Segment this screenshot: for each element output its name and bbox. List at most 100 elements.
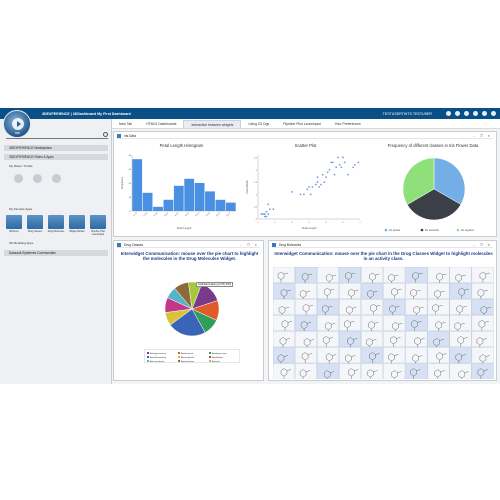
scatter-point bbox=[342, 156, 344, 159]
panel-title: Iris Data bbox=[124, 133, 136, 138]
iris-pie-chart: Iris setosa Iris versicolor Iris virginica bbox=[384, 157, 474, 232]
molecule-structure bbox=[432, 303, 443, 315]
molecule-structure bbox=[348, 368, 359, 379]
molecule-structure bbox=[458, 370, 469, 379]
molecule-cell bbox=[294, 267, 317, 283]
app-tile-drug-classes[interactable] bbox=[27, 215, 43, 229]
molecule-cell bbox=[383, 363, 406, 379]
role-avatar[interactable] bbox=[52, 174, 61, 183]
scatter-point bbox=[303, 193, 305, 196]
scatter-point bbox=[326, 171, 329, 174]
y-tick-label: 0 bbox=[130, 211, 132, 213]
sidebar-section-3d-modeling[interactable]: 3D Modeling Apps bbox=[9, 241, 34, 245]
molecule-cell bbox=[294, 315, 317, 331]
tab-interactive-between-widgets[interactable]: Interactive between widgets bbox=[183, 120, 242, 128]
scatter-point bbox=[343, 161, 346, 164]
drug-classes-panel: Drug Classes – ❐ ✕ Interwidget Communica… bbox=[113, 240, 264, 381]
search-icon[interactable] bbox=[103, 132, 108, 137]
role-avatar[interactable] bbox=[14, 174, 23, 183]
share-icon[interactable] bbox=[455, 111, 460, 116]
molecule-structure bbox=[390, 336, 401, 347]
molecule-structure bbox=[458, 287, 469, 299]
app-label: Widget Builder bbox=[69, 230, 85, 233]
scatter-point bbox=[328, 168, 331, 171]
tab-using-d3[interactable]: Using D3 Dgs bbox=[248, 122, 270, 126]
app-tile-widget-builder[interactable] bbox=[69, 215, 85, 229]
role-avatar[interactable] bbox=[33, 174, 42, 183]
molecule-structure bbox=[301, 352, 313, 363]
molecule-structure bbox=[323, 336, 334, 347]
panel-controls[interactable]: – ❐ ✕ bbox=[240, 243, 259, 247]
molecule-cell bbox=[317, 331, 339, 348]
legend-label: Anticonvulsant bbox=[150, 360, 165, 363]
drug-molecules-instruction: Interwidget Communication: mouse over th… bbox=[274, 251, 493, 262]
app-title: 3DEXPERIENCE | 3DDashboard My First Dash… bbox=[42, 111, 131, 116]
sidebar-section-roles-apps[interactable]: 3DEXPERIENCE Roles & Apps bbox=[4, 154, 108, 160]
apps-icon[interactable] bbox=[464, 111, 469, 116]
molecule-cell bbox=[471, 347, 494, 364]
search-input[interactable] bbox=[6, 132, 108, 139]
molecule-structure bbox=[302, 303, 314, 315]
panel-controls[interactable]: – ❐ ✕ bbox=[473, 243, 492, 247]
scatter-point bbox=[338, 163, 341, 166]
app-tile-drug-molecules[interactable] bbox=[48, 215, 64, 229]
app-label: 3DSwym bbox=[9, 230, 19, 233]
legend-swatch bbox=[178, 352, 180, 354]
legend-label: Iris virginica bbox=[461, 229, 474, 232]
tab-pipeline-pilot[interactable]: Pipeline Pilot Launchpad bbox=[283, 122, 321, 126]
molecule-cell bbox=[339, 363, 361, 379]
molecule-structure bbox=[479, 271, 490, 283]
pie-slice bbox=[169, 308, 206, 337]
panel-controls[interactable]: – ❐ ✕ bbox=[473, 134, 492, 138]
tab-new[interactable]: New Tab bbox=[119, 122, 133, 126]
scatter-point bbox=[269, 208, 271, 211]
tab-preferences[interactable]: Your Preferences bbox=[334, 122, 361, 126]
home-icon[interactable] bbox=[491, 111, 496, 116]
app-window: 3DEXPERIENCE | 3DDashboard My First Dash… bbox=[0, 108, 500, 384]
legend-label: Iris setosa bbox=[389, 229, 401, 232]
molecule-structure bbox=[457, 336, 468, 347]
scatter-point bbox=[299, 193, 302, 196]
panel-header: Drug Molecules bbox=[272, 242, 493, 248]
scatter-point bbox=[260, 213, 263, 215]
x-tick-label: 1.5-2 bbox=[143, 212, 148, 217]
molecule-cell bbox=[273, 267, 295, 283]
app-tile-pipeline-pilot[interactable] bbox=[90, 215, 106, 229]
molecule-structure bbox=[477, 368, 488, 379]
legend-label: Antiinflammatory bbox=[150, 356, 167, 359]
profile-label[interactable]: My Roles / Profile bbox=[9, 164, 33, 168]
notification-icon[interactable] bbox=[482, 111, 487, 116]
legend-label: Antineoplastic bbox=[181, 356, 196, 359]
molecule-cell bbox=[427, 363, 450, 379]
scatter-point bbox=[335, 166, 338, 169]
top-bar-icons bbox=[446, 111, 496, 116]
pie-slice bbox=[406, 188, 462, 221]
panel-header: Drug Classes bbox=[117, 242, 260, 248]
y-tick-label: 2 bbox=[256, 170, 258, 172]
scatter-title: Scatter Plot bbox=[294, 143, 317, 148]
sidebar-section-communities[interactable]: Dassault Systèmes Communities bbox=[4, 250, 108, 256]
drug-classes-pie-chart[interactable] bbox=[144, 269, 240, 349]
user-name[interactable]: TESTUSERTWTS TESTUSER bbox=[382, 111, 432, 116]
panel-header: Iris Data bbox=[117, 133, 493, 139]
play-icon[interactable] bbox=[12, 118, 24, 130]
molecule-grid[interactable] bbox=[273, 267, 494, 379]
molecule-cell bbox=[361, 282, 384, 299]
molecule-cell bbox=[361, 363, 384, 379]
tab-html5-dashboards[interactable]: HTML5 Dashboards bbox=[146, 122, 177, 126]
molecule-cell bbox=[273, 299, 295, 315]
compass-icon[interactable]: V.R bbox=[3, 110, 31, 138]
add-icon[interactable] bbox=[446, 111, 451, 116]
help-icon[interactable] bbox=[473, 111, 478, 116]
sidebar-section-marketplace[interactable]: 3DEXPERIENCE Marketplace bbox=[4, 145, 108, 151]
x-tick-label: 3 bbox=[291, 222, 293, 224]
x-tick-label: 1-1.5 bbox=[133, 212, 138, 217]
molecule-structure bbox=[324, 287, 335, 299]
scatter-point bbox=[272, 208, 275, 211]
legend-swatch bbox=[178, 360, 180, 362]
legend-swatch bbox=[147, 352, 149, 354]
molecule-cell bbox=[471, 363, 494, 379]
app-tile-3dswym[interactable] bbox=[6, 215, 22, 229]
favorites-label[interactable]: My Favorite Apps bbox=[9, 207, 33, 211]
molecule-cell bbox=[427, 315, 450, 331]
